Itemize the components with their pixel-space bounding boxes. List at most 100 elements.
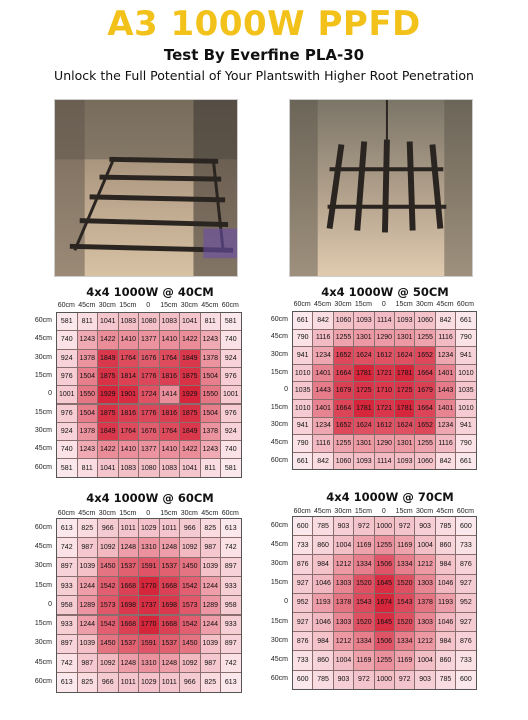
ppfd-cell: 1875 bbox=[179, 403, 201, 423]
ppfd-cell: 1000 bbox=[373, 516, 395, 537]
row-header: 15cm bbox=[34, 372, 52, 380]
ppfd-cell: 941 bbox=[455, 416, 477, 436]
ppfd-cell: 1537 bbox=[158, 556, 180, 577]
column-header: 45cm bbox=[78, 302, 96, 309]
ppfd-cell: 1301 bbox=[394, 434, 416, 453]
ppfd-cell: 1849 bbox=[179, 421, 201, 442]
row-header: 15cm bbox=[270, 368, 288, 376]
ppfd-cell: 1001 bbox=[56, 385, 78, 405]
ppfd-cell: 1624 bbox=[353, 346, 375, 365]
grid-title-60cm: 4x4 1000W @ 60CM bbox=[86, 491, 214, 505]
photo-tent-left bbox=[54, 99, 238, 277]
ppfd-cell: 1011 bbox=[158, 672, 180, 693]
ppfd-cell: 1303 bbox=[332, 612, 355, 633]
column-header: 30cm bbox=[180, 302, 198, 309]
ppfd-cell: 972 bbox=[353, 516, 375, 537]
ppfd-cell: 740 bbox=[56, 330, 78, 350]
column-header: 30cm bbox=[98, 302, 116, 309]
ppfd-cell: 966 bbox=[97, 518, 119, 539]
ppfd-cell: 825 bbox=[199, 672, 221, 693]
ppfd-cell: 941 bbox=[455, 346, 477, 365]
ppfd-cell: 1725 bbox=[353, 381, 375, 400]
ppfd-cell: 742 bbox=[56, 537, 78, 558]
ppfd-cell: 1668 bbox=[158, 614, 180, 635]
ppfd-cell: 790 bbox=[455, 328, 477, 348]
ppfd-cell: 1092 bbox=[97, 653, 119, 674]
column-header: 60cm bbox=[221, 510, 239, 517]
ppfd-cell: 1676 bbox=[138, 421, 160, 442]
ppfd-cell: 1041 bbox=[179, 312, 201, 332]
column-header: 45cm bbox=[314, 508, 332, 515]
ppfd-cell: 1011 bbox=[117, 518, 139, 539]
ppfd-cell: 1004 bbox=[414, 535, 436, 556]
ppfd-cell: 984 bbox=[312, 631, 334, 652]
ppfd-cell: 1652 bbox=[332, 416, 355, 436]
ppfd-cell: 1046 bbox=[434, 612, 457, 633]
ppfd-cell: 1875 bbox=[179, 366, 201, 387]
ppfd-cell: 661 bbox=[292, 311, 314, 330]
ppfd-cell: 1506 bbox=[373, 631, 395, 652]
ppfd-cell: 1041 bbox=[97, 458, 119, 478]
ppfd-cell: 876 bbox=[292, 554, 314, 575]
ppfd-cell: 924 bbox=[220, 348, 242, 368]
ppfd-cell: 1212 bbox=[414, 554, 436, 575]
ppfd-cell: 966 bbox=[179, 518, 201, 539]
ppfd-cell: 1664 bbox=[332, 363, 355, 383]
ppfd-cell: 1378 bbox=[76, 421, 98, 442]
ppfd-cell: 1664 bbox=[332, 399, 355, 418]
ppfd-cell: 933 bbox=[220, 614, 242, 635]
ppfd-cell: 1290 bbox=[373, 434, 395, 453]
ppfd-cell: 1334 bbox=[394, 631, 416, 652]
ppfd-cell: 1504 bbox=[76, 366, 98, 387]
ppfd-cell: 976 bbox=[56, 366, 78, 387]
ppfd-cell: 733 bbox=[292, 535, 314, 556]
ppfd-cell: 1543 bbox=[394, 592, 416, 613]
ppfd-cell: 1310 bbox=[138, 537, 160, 558]
row-header: 45cm bbox=[270, 540, 288, 548]
ppfd-cell: 600 bbox=[455, 516, 477, 537]
ppfd-cell: 1244 bbox=[199, 575, 221, 597]
ppfd-cell: 1248 bbox=[117, 537, 139, 558]
ppfd-cell: 1060 bbox=[414, 311, 436, 330]
ppfd-cell: 1612 bbox=[373, 416, 395, 436]
ppfd-cell: 1542 bbox=[179, 614, 201, 635]
row-header: 45cm bbox=[270, 656, 288, 663]
row-header: 30cm bbox=[34, 562, 52, 570]
ppfd-cell: 1443 bbox=[434, 381, 457, 400]
ppfd-cell: 1450 bbox=[97, 556, 119, 577]
ppfd-cell: 1116 bbox=[312, 434, 334, 453]
ppfd-cell: 1676 bbox=[138, 348, 160, 368]
row-header: 0 bbox=[48, 390, 52, 398]
row-header: 45cm bbox=[270, 439, 288, 446]
ppfd-cell: 1901 bbox=[117, 385, 139, 405]
column-header: 15cm bbox=[160, 510, 178, 517]
ppfd-cell: 1781 bbox=[353, 363, 375, 383]
ppfd-cell: 1255 bbox=[373, 650, 395, 671]
grid-title-70cm: 4x4 1000W @ 70CM bbox=[326, 490, 454, 504]
ppfd-cell: 740 bbox=[56, 440, 78, 460]
row-header: 60cm bbox=[270, 456, 288, 464]
ppfd-cell: 1410 bbox=[158, 330, 180, 350]
ppfd-cell: 1816 bbox=[158, 403, 180, 423]
row-header: 30cm bbox=[270, 560, 288, 567]
ppfd-cell: 966 bbox=[179, 672, 201, 693]
ppfd-cell: 1092 bbox=[179, 537, 201, 558]
ppfd-cell: 1710 bbox=[373, 381, 395, 400]
ppfd-cell: 581 bbox=[220, 312, 242, 332]
ppfd-cell: 1334 bbox=[353, 554, 375, 575]
ppfd-cell: 1652 bbox=[414, 416, 436, 436]
ppfd-cell: 740 bbox=[220, 440, 242, 460]
ppfd-cell: 958 bbox=[220, 595, 242, 616]
ppfd-cell: 1243 bbox=[199, 440, 221, 460]
row-header: 30cm bbox=[270, 636, 288, 644]
ppfd-cell: 1443 bbox=[312, 381, 334, 400]
ppfd-cell: 785 bbox=[434, 516, 457, 537]
ppfd-cell: 1046 bbox=[312, 612, 334, 633]
ppfd-cell: 785 bbox=[312, 669, 334, 690]
ppfd-cell: 924 bbox=[56, 421, 78, 442]
row-header: 15cm bbox=[34, 581, 52, 589]
ppfd-cell: 600 bbox=[292, 669, 314, 690]
row-header: 15cm bbox=[34, 408, 52, 416]
row-header: 60cm bbox=[34, 523, 52, 531]
ppfd-cell: 581 bbox=[56, 458, 78, 478]
